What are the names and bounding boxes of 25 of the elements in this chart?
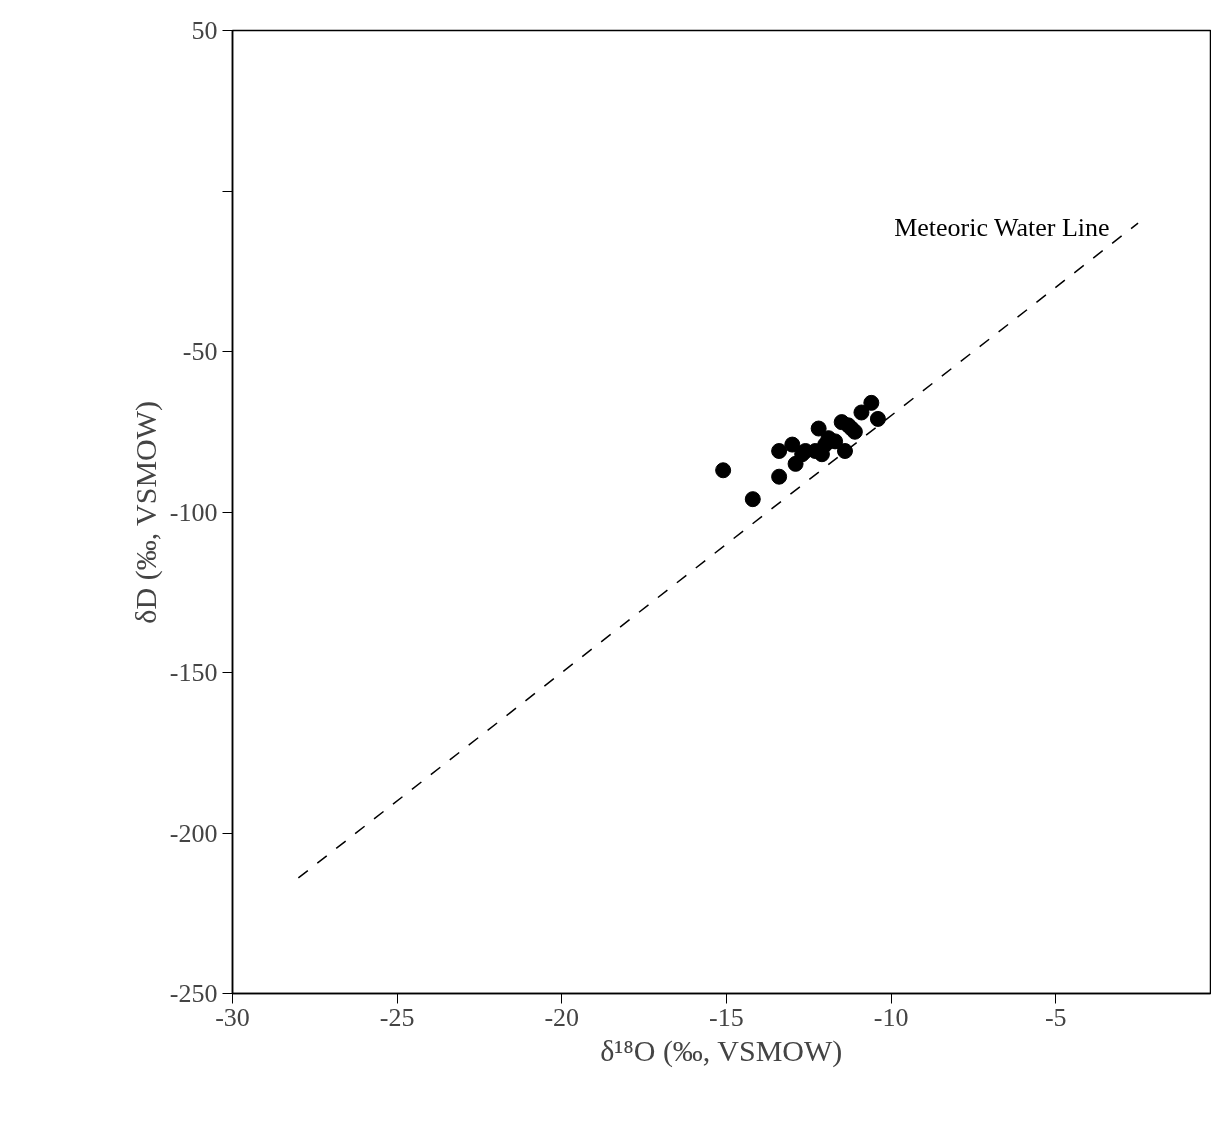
- point: [771, 468, 788, 485]
- point: [853, 404, 870, 421]
- point: [784, 436, 801, 453]
- y-tick-label: 50: [191, 16, 218, 45]
- series-label: Meteoric Water Line: [894, 212, 1110, 242]
- x-tick-label: -5: [1044, 1002, 1067, 1032]
- y-tick-label: -150: [169, 658, 218, 687]
- x-tick-label: -20: [544, 1002, 580, 1032]
- x-tick-label: -10: [873, 1002, 909, 1032]
- point: [836, 443, 853, 459]
- x-tick-label: -25: [379, 1002, 415, 1032]
- point: [863, 394, 880, 411]
- point: [744, 491, 761, 508]
- x-axis-title: δ¹⁸O (‰, VSMOW): [600, 1033, 843, 1068]
- point: [771, 443, 788, 459]
- point: [810, 420, 827, 437]
- x-tick-label: -15: [709, 1002, 744, 1032]
- y-tick-label: -200: [169, 818, 218, 848]
- point: [715, 462, 732, 479]
- point: [869, 410, 886, 427]
- y-tick-label: -100: [169, 497, 218, 527]
- x-tick-label: -30: [215, 1002, 250, 1032]
- y-axis-title: δD (‰, VSMOW): [128, 400, 163, 624]
- y-tick-label: -50: [182, 337, 218, 366]
- y-tick-label: -250: [169, 979, 218, 1008]
